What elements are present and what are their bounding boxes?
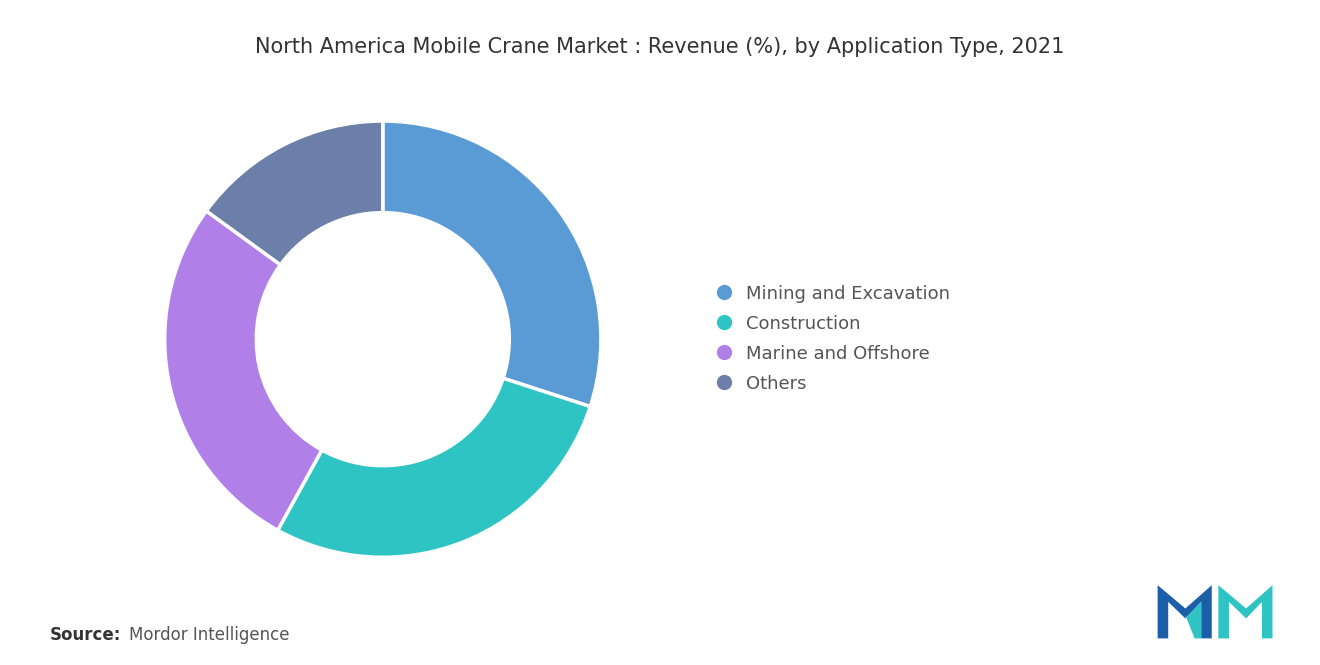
Wedge shape — [277, 378, 590, 557]
Text: Mordor Intelligence: Mordor Intelligence — [129, 626, 290, 644]
Wedge shape — [383, 121, 601, 406]
Text: Source:: Source: — [50, 626, 121, 644]
Wedge shape — [165, 211, 322, 530]
Text: North America Mobile Crane Market : Revenue (%), by Application Type, 2021: North America Mobile Crane Market : Reve… — [255, 37, 1065, 57]
Wedge shape — [206, 121, 383, 265]
Legend: Mining and Excavation, Construction, Marine and Offshore, Others: Mining and Excavation, Construction, Mar… — [708, 278, 957, 400]
